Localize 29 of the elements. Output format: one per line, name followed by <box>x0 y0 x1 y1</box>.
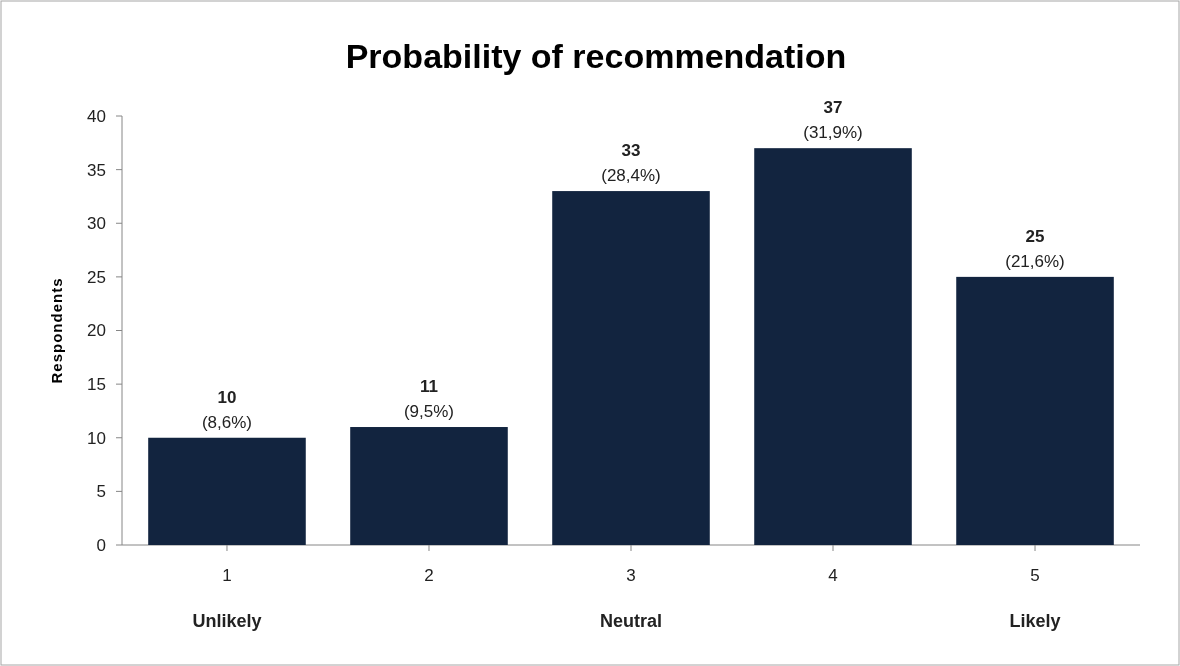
y-tick-label: 30 <box>87 214 106 234</box>
y-tick-label: 15 <box>87 375 106 395</box>
x-tick-label: 4 <box>828 566 838 585</box>
y-tick-label: 40 <box>87 106 106 126</box>
y-tick-label: 10 <box>87 428 106 448</box>
data-label: 33 (28,4%) <box>601 141 661 186</box>
y-tick-label: 5 <box>96 482 106 502</box>
y-tick-label: 25 <box>87 267 106 287</box>
x-tick-label: 2 <box>424 566 434 585</box>
bar <box>754 148 912 545</box>
bar <box>552 191 710 545</box>
text: Neutral <box>599 611 663 631</box>
y-axis-title: Respondents <box>48 277 65 384</box>
x-tick-label: 3 <box>626 566 636 585</box>
data-label: 37 (31,9%) <box>803 98 863 143</box>
y-tick-label: 0 <box>96 535 106 555</box>
bar <box>956 276 1114 545</box>
y-tick-label: 35 <box>87 160 106 180</box>
data-label: 11 (9,5%) <box>403 377 455 422</box>
text: Unlikely <box>192 611 262 631</box>
bar <box>148 437 306 545</box>
y-tick-label: 20 <box>87 321 106 341</box>
data-label: 10 (8,6%) <box>201 387 253 432</box>
text: Likely <box>1009 611 1061 631</box>
x-tick-label: 5 <box>1030 566 1040 585</box>
chart-title: Probability of recommendation <box>345 37 847 75</box>
x-tick-label: 1 <box>222 566 232 585</box>
data-label: 25 (21,6%) <box>1005 226 1065 271</box>
bar <box>350 427 508 545</box>
